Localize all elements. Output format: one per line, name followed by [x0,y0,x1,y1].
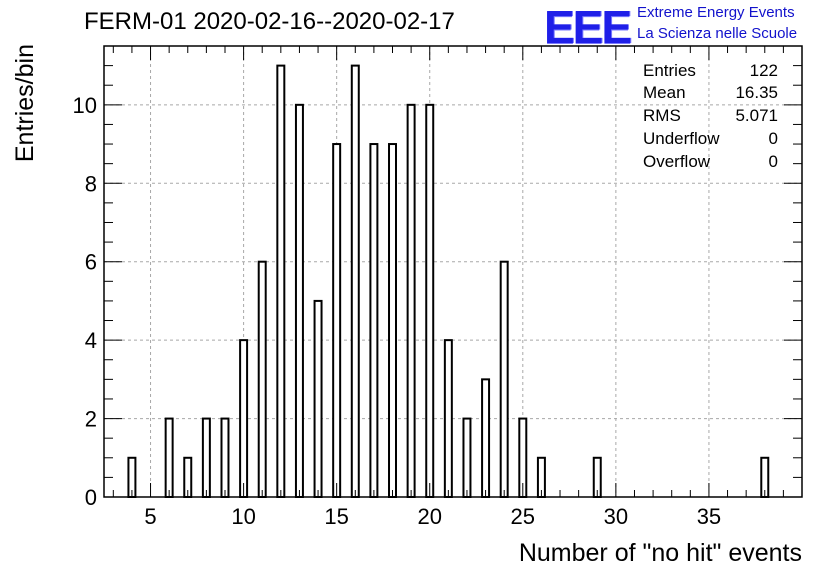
x-tick-label: 15 [324,504,348,529]
x-tick-label: 30 [604,504,628,529]
histogram-bar [164,417,174,498]
x-tick-label: 25 [511,504,535,529]
x-tick-label: 10 [231,504,255,529]
histogram-bar [499,260,509,498]
stats-value: 16.35 [735,83,778,102]
x-tick-label: 35 [697,504,721,529]
histogram-bar [294,103,304,499]
stats-box: Entries 122 Mean 16.35 RMS 5.071 Underflow 0 Ove… [643,61,778,171]
stats-value: 122 [750,61,778,80]
logo-subtitle-line1: Extreme Energy Events [637,4,795,21]
histogram-bar [406,103,416,499]
stats-label: Mean [643,83,686,102]
histogram-bar [350,64,360,498]
logo-subtitle-line2: La Scienza nelle Scuole [637,25,798,42]
x-tick-label: 20 [417,504,441,529]
y-tick-label: 4 [85,328,97,353]
axes: 5 10 15 20 25 30 35 0 2 4 6 8 10 [73,45,803,529]
histogram-bar [462,417,472,498]
histogram-bar [201,417,211,498]
x-tick-label: 5 [144,504,156,529]
y-tick-label: 10 [73,93,97,118]
stats-label: RMS [643,106,681,125]
y-tick-label: 2 [85,407,97,432]
histogram-bar [276,64,286,498]
stats-value: 0 [769,152,778,171]
y-tick-label: 8 [85,171,97,196]
histogram-bar [425,103,435,499]
histogram-bar [388,143,397,498]
histogram-bar [481,378,491,499]
stats-label: Entries [643,61,696,80]
eee-logo: EEE [544,1,632,53]
histogram-bar [313,299,323,499]
histogram-bar [443,339,453,498]
stats-label: Overflow [643,152,711,171]
y-axis-label: Entries/bin [11,44,39,162]
stats-value: 0 [769,129,778,148]
histogram-bar [257,260,267,498]
histogram-bar [239,339,249,498]
histogram-bars [127,64,770,499]
y-tick-label: 0 [85,485,97,510]
chart-title: FERM-01 2020-02-16--2020-02-17 [84,8,455,35]
y-tick-label: 6 [85,250,97,275]
histogram-bar [332,143,342,498]
histogram-bar [369,143,379,498]
histogram-bar [220,417,230,498]
plot-frame [103,45,803,498]
stats-value: 5.071 [735,106,778,125]
x-axis-label: Number of "no hit" events [519,539,802,567]
stats-label: Underflow [643,129,720,148]
grid [104,46,802,497]
